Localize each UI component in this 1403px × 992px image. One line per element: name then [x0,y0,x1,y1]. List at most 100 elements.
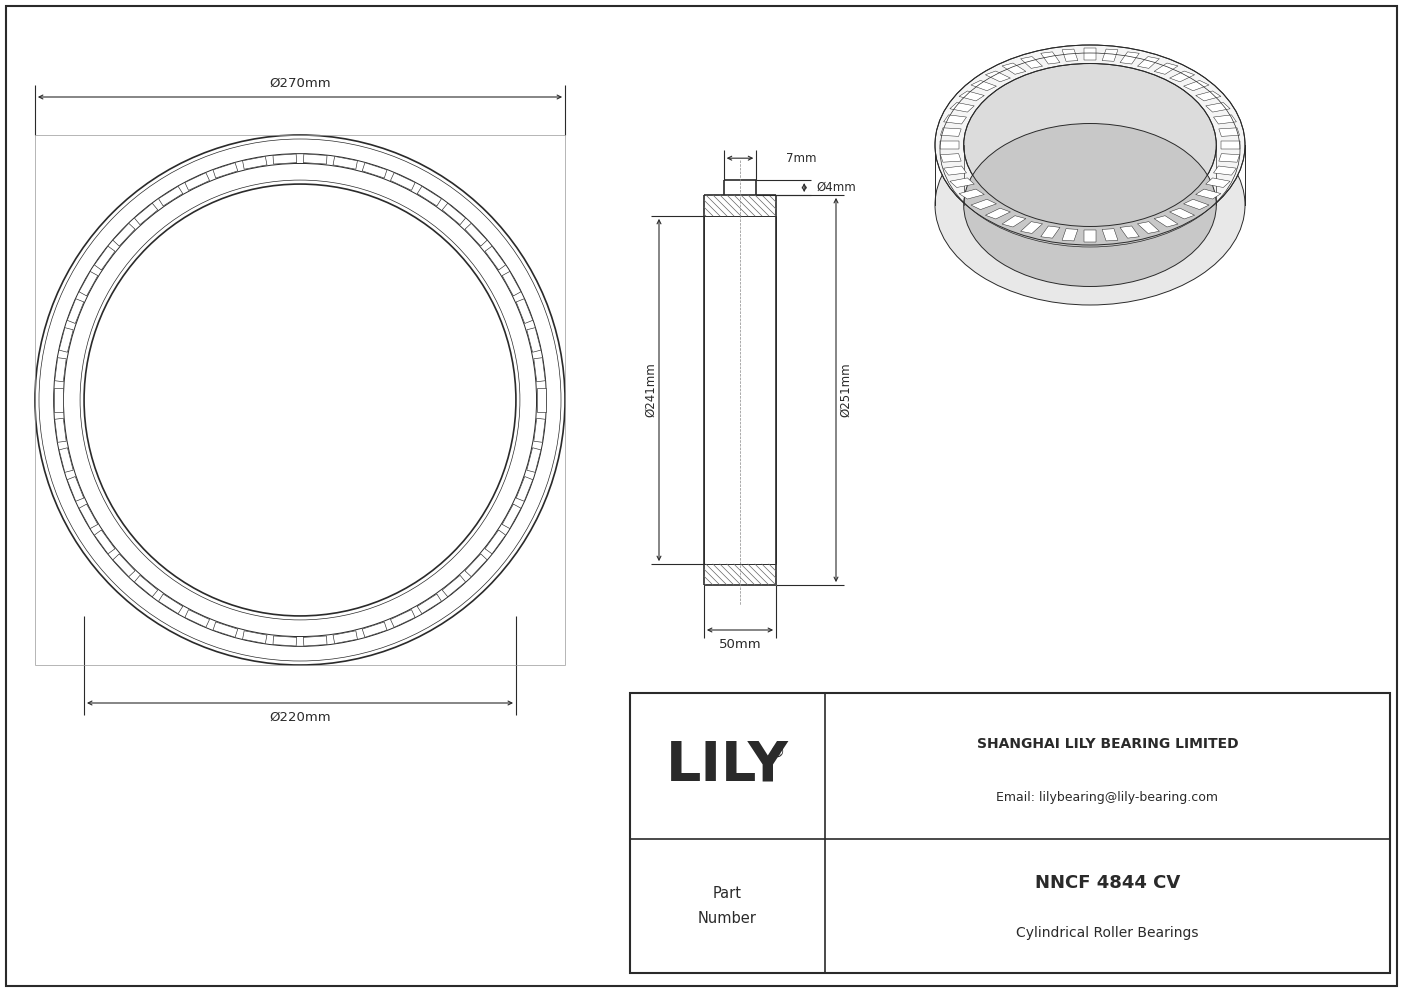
Polygon shape [1120,52,1139,64]
Polygon shape [971,80,996,90]
Polygon shape [526,327,542,352]
Polygon shape [79,272,98,296]
Polygon shape [1120,226,1139,238]
Text: SHANGHAI LILY BEARING LIMITED: SHANGHAI LILY BEARING LIMITED [976,737,1239,751]
Polygon shape [1222,141,1240,149]
Ellipse shape [934,105,1244,305]
Polygon shape [464,554,487,576]
Polygon shape [985,71,1010,81]
Polygon shape [1041,52,1061,64]
Text: Cylindrical Roller Bearings: Cylindrical Roller Bearings [1016,926,1198,939]
Polygon shape [537,389,546,412]
Polygon shape [971,199,996,209]
Polygon shape [1214,166,1236,176]
Polygon shape [1103,229,1118,241]
Polygon shape [390,173,415,190]
Polygon shape [67,476,84,501]
Polygon shape [1184,199,1209,209]
Bar [630,693,1390,973]
Polygon shape [1138,57,1159,68]
Polygon shape [333,631,358,644]
Polygon shape [59,447,73,472]
Polygon shape [79,504,98,529]
Polygon shape [533,358,546,382]
Polygon shape [1205,178,1230,187]
Polygon shape [159,594,182,614]
Polygon shape [55,419,66,442]
Polygon shape [112,554,135,576]
Text: Ø270mm: Ø270mm [269,76,331,89]
Polygon shape [464,223,487,246]
Polygon shape [159,186,182,206]
Polygon shape [1103,49,1118,62]
Polygon shape [516,299,533,323]
Polygon shape [516,476,533,501]
Polygon shape [55,358,66,382]
Polygon shape [526,447,542,472]
Polygon shape [940,128,961,136]
Polygon shape [940,154,961,162]
Polygon shape [1062,49,1078,62]
Polygon shape [1170,208,1194,219]
Polygon shape [950,102,974,112]
Polygon shape [1062,229,1078,241]
Polygon shape [944,115,967,124]
Polygon shape [1214,115,1236,124]
Polygon shape [67,299,84,323]
Polygon shape [485,530,505,554]
Polygon shape [1155,63,1179,74]
Polygon shape [213,622,237,637]
Polygon shape [55,389,63,412]
Text: NNCF 4844 CV: NNCF 4844 CV [1035,874,1180,892]
Polygon shape [940,141,958,149]
Polygon shape [303,636,327,646]
Polygon shape [243,631,267,644]
Polygon shape [94,530,115,554]
Text: Ø251mm: Ø251mm [839,363,853,418]
Polygon shape [485,246,505,270]
Text: LILY: LILY [665,739,788,793]
Text: Email: lilybearing@lily-bearing.com: Email: lilybearing@lily-bearing.com [996,792,1218,805]
Polygon shape [1219,154,1240,162]
Polygon shape [185,610,209,627]
Polygon shape [944,166,967,176]
Polygon shape [1195,189,1221,199]
Polygon shape [213,163,237,178]
Polygon shape [985,208,1010,219]
Text: Ø241mm: Ø241mm [644,363,658,418]
Polygon shape [1002,63,1026,74]
Text: 50mm: 50mm [718,638,762,651]
Polygon shape [274,154,296,164]
Text: 7mm: 7mm [786,152,817,165]
Polygon shape [112,223,135,246]
Polygon shape [1219,128,1240,136]
Polygon shape [185,173,209,190]
Polygon shape [1170,71,1194,81]
Polygon shape [1138,221,1159,233]
Polygon shape [1020,57,1042,68]
Polygon shape [442,203,466,224]
Polygon shape [960,91,985,101]
Ellipse shape [964,124,1216,287]
Polygon shape [502,272,521,296]
Polygon shape [417,186,442,206]
Text: ®: ® [769,744,784,759]
Polygon shape [1155,215,1179,227]
Polygon shape [362,163,387,178]
Polygon shape [1002,215,1026,227]
Polygon shape [1020,221,1042,233]
Polygon shape [1184,80,1209,90]
Polygon shape [390,610,415,627]
Polygon shape [502,504,521,529]
Polygon shape [1085,49,1096,61]
Polygon shape [1085,230,1096,242]
Polygon shape [1195,91,1221,101]
Polygon shape [94,246,115,270]
Polygon shape [950,178,974,187]
Polygon shape [1041,226,1061,238]
Text: Ø4mm: Ø4mm [817,182,856,194]
Polygon shape [243,157,267,170]
Polygon shape [333,157,358,170]
Polygon shape [533,419,546,442]
Polygon shape [442,575,466,597]
